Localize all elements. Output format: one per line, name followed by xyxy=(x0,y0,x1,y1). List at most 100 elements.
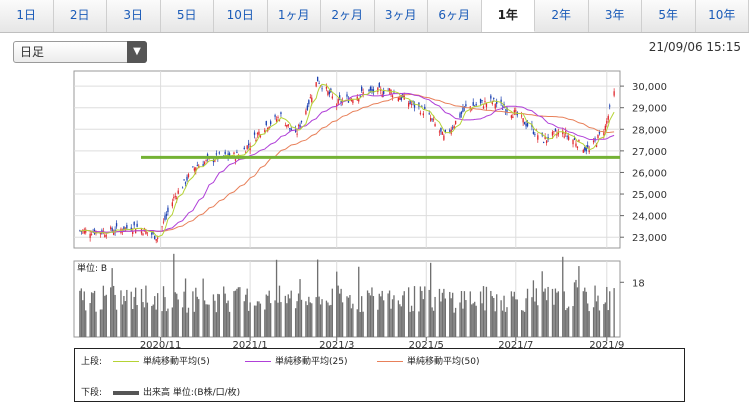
candle-body xyxy=(407,103,410,107)
candle-body xyxy=(421,106,423,107)
volume-bar xyxy=(115,309,118,337)
candle-body xyxy=(192,166,194,168)
candle-body xyxy=(485,103,488,108)
volume-bar xyxy=(553,304,555,337)
candle-body xyxy=(155,239,157,241)
volume-bar xyxy=(430,262,432,337)
volume-bar xyxy=(534,301,536,337)
volume-bar xyxy=(503,295,505,337)
volume-bar xyxy=(484,310,486,337)
volume-bar xyxy=(89,303,91,337)
volume-bars xyxy=(79,253,615,337)
volume-bar xyxy=(513,291,515,337)
tab-3[interactable]: 5日 xyxy=(161,0,214,32)
candle-body xyxy=(215,153,218,155)
volume-bar xyxy=(381,290,383,337)
candle-body xyxy=(393,92,395,94)
timestamp: 21/09/06 15:15 xyxy=(648,40,741,54)
volume-bar xyxy=(587,303,589,337)
interval-select[interactable]: 日足 ▼ xyxy=(13,41,147,63)
candle-body xyxy=(434,123,436,127)
volume-bar xyxy=(377,309,379,337)
volume-bar xyxy=(592,307,595,337)
volume-bar xyxy=(438,288,441,337)
volume-bar xyxy=(588,311,590,337)
volume-bar xyxy=(284,295,287,337)
candle-body xyxy=(83,229,85,234)
tab-4[interactable]: 10日 xyxy=(214,0,268,32)
tab-8[interactable]: 6ヶ月 xyxy=(428,0,482,32)
volume-bar xyxy=(280,302,282,337)
candle-body xyxy=(409,100,411,104)
volume-bar xyxy=(236,288,238,337)
candle-body xyxy=(562,130,564,135)
volume-bar xyxy=(419,286,422,337)
tab-13[interactable]: 10年 xyxy=(696,0,749,32)
volume-bar xyxy=(441,292,444,337)
volume-bar xyxy=(500,300,502,337)
tab-1[interactable]: 2日 xyxy=(54,0,107,32)
volume-bar xyxy=(475,305,477,337)
candle-body xyxy=(177,190,179,194)
volume-bar xyxy=(239,287,241,337)
volume-bar xyxy=(523,311,526,337)
volume-bar xyxy=(136,305,138,337)
volume-bar xyxy=(196,296,198,337)
candle-body xyxy=(290,128,292,131)
volume-bar xyxy=(440,301,442,337)
volume-bar xyxy=(515,299,517,337)
candle-body xyxy=(551,131,554,136)
tab-10[interactable]: 2年 xyxy=(535,0,589,32)
volume-bar xyxy=(275,259,278,337)
candle-body xyxy=(587,145,589,149)
candle-body xyxy=(460,111,463,114)
candle-body xyxy=(430,117,432,121)
tab-0[interactable]: 1日 xyxy=(0,0,54,32)
volume-bar xyxy=(195,287,197,337)
volume-bar xyxy=(604,302,606,337)
tab-11[interactable]: 3年 xyxy=(589,0,642,32)
volume-bar xyxy=(256,301,259,337)
legend-swatch-sma50 xyxy=(377,361,403,362)
candle-body xyxy=(111,228,113,232)
volume-bar xyxy=(233,291,235,337)
volume-bar xyxy=(246,288,248,337)
candle-body xyxy=(490,95,492,99)
tab-12[interactable]: 5年 xyxy=(642,0,696,32)
volume-bar xyxy=(350,308,353,337)
candle-body xyxy=(195,167,197,172)
tab-5[interactable]: 1ヶ月 xyxy=(268,0,321,32)
candle-body xyxy=(132,230,134,234)
candle-body xyxy=(491,101,493,105)
candle-body xyxy=(140,229,143,234)
volume-bar xyxy=(264,309,266,337)
tab-2[interactable]: 3日 xyxy=(107,0,161,32)
volume-bar xyxy=(183,291,185,337)
candle-body xyxy=(553,131,555,132)
volume-bar xyxy=(105,294,107,337)
volume-bar xyxy=(101,309,103,337)
candle-body xyxy=(459,113,461,118)
volume-bar xyxy=(215,312,218,337)
interval-select-value: 日足 xyxy=(20,45,45,59)
volume-bar xyxy=(286,303,288,337)
candle-body xyxy=(390,89,392,95)
volume-bar xyxy=(249,302,251,337)
volume-bar xyxy=(104,295,106,337)
volume-bar xyxy=(609,291,611,337)
volume-bar xyxy=(422,299,424,337)
volume-bar xyxy=(99,309,102,337)
legend-label-sma50: 単純移動平均(50) xyxy=(407,357,480,367)
candle-body xyxy=(532,131,535,134)
tab-6[interactable]: 2ヶ月 xyxy=(321,0,375,32)
candle-body xyxy=(359,95,361,97)
candle-body xyxy=(246,145,248,150)
volume-bar xyxy=(450,298,452,337)
volume-bar xyxy=(121,304,124,337)
volume-bar xyxy=(340,288,342,337)
tab-7[interactable]: 3ヶ月 xyxy=(375,0,428,32)
candle-body xyxy=(270,121,272,125)
tab-9[interactable]: 1年 xyxy=(481,0,535,32)
candle-body xyxy=(145,230,147,235)
candle-body xyxy=(377,87,379,92)
